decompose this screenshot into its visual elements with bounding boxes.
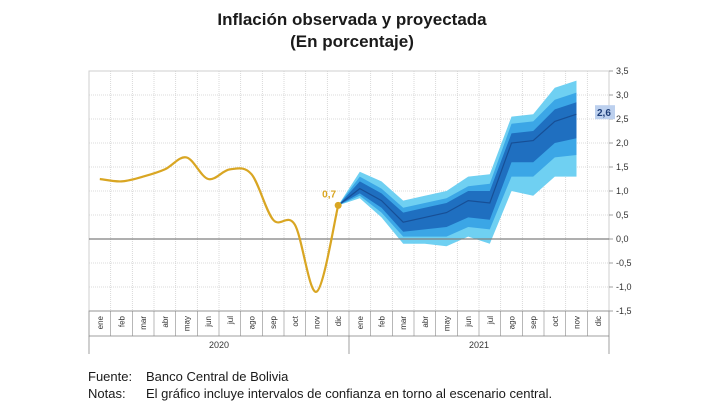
- observed-last-label: 0,7: [322, 189, 336, 200]
- y-tick-label: 2,0: [616, 138, 629, 148]
- y-tick-label: 3,5: [616, 66, 629, 76]
- x-tick-label: abr: [161, 316, 170, 328]
- x-tick-label: sep: [269, 315, 278, 328]
- notes-text: El gráfico incluye intervalos de confian…: [146, 386, 553, 401]
- footnotes: Fuente: Banco Central de Bolivia Notas: …: [88, 368, 552, 402]
- year-label: 2021: [469, 340, 489, 350]
- chart-subtitle: (En porcentaje): [290, 32, 414, 51]
- y-tick-label: 0,0: [616, 234, 629, 244]
- x-tick-label: ene: [96, 315, 105, 329]
- x-tick-label: jul: [226, 316, 235, 325]
- x-tick-label: jun: [204, 316, 213, 328]
- source-label: Fuente:: [88, 369, 133, 384]
- x-tick-label: may: [443, 316, 452, 331]
- x-tick-label: may: [183, 316, 192, 331]
- x-tick-label: oct: [291, 315, 300, 326]
- x-tick-label: nov: [573, 316, 582, 329]
- x-tick-label: ago: [248, 315, 257, 329]
- x-tick-label: nov: [313, 316, 322, 329]
- confidence-band-mid: [338, 92, 577, 237]
- y-tick-label: 2,5: [616, 114, 629, 124]
- y-tick-label: -1,0: [616, 282, 632, 292]
- y-tick-label: 1,0: [616, 186, 629, 196]
- x-tick-label: jul: [486, 316, 495, 325]
- y-tick-label: -0,5: [616, 258, 632, 268]
- y-tick-label: 0,5: [616, 210, 629, 220]
- x-tick-label: sep: [529, 315, 538, 328]
- x-tick-label: jun: [464, 316, 473, 328]
- x-tick-label: mar: [139, 316, 148, 330]
- observed-inflation-line: [99, 156, 340, 293]
- x-tick-label: abr: [421, 316, 430, 328]
- x-tick-label: feb: [118, 315, 127, 327]
- projection-label-box: [595, 105, 615, 120]
- x-tick-label: oct: [551, 315, 560, 326]
- projection-end-label: 2,6: [597, 108, 611, 119]
- year-label: 2020: [209, 340, 229, 350]
- confidence-band-inner: [338, 102, 577, 232]
- central-projection-line: [337, 113, 577, 223]
- observed-last-point: [334, 201, 342, 209]
- y-tick-label: 3,0: [616, 90, 629, 100]
- x-tick-label: dic: [334, 316, 343, 326]
- x-tick-label: feb: [378, 315, 387, 327]
- x-tick-label: ene: [356, 315, 365, 329]
- source-text: Banco Central de Bolivia: [146, 369, 289, 384]
- notes-label: Notas:: [88, 386, 126, 401]
- y-tick-label: 1,5: [616, 162, 629, 172]
- x-tick-label: dic: [594, 316, 603, 326]
- x-tick-label: mar: [399, 316, 408, 330]
- chart-title: Inflación observada y proyectada: [217, 10, 487, 29]
- x-tick-label: ago: [508, 315, 517, 329]
- y-tick-label: -1,5: [616, 306, 632, 316]
